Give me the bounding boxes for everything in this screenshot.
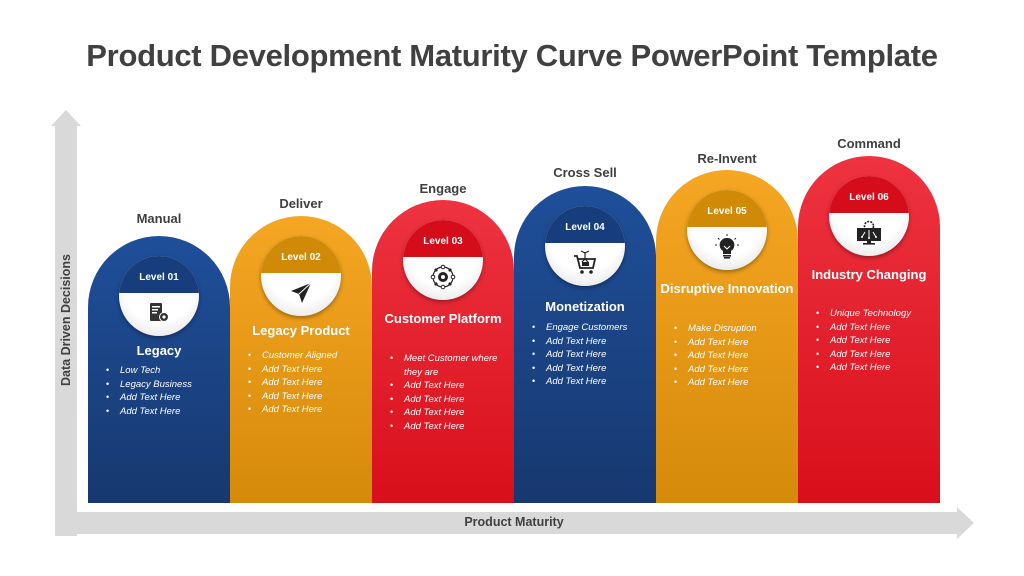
x-axis-arrow — [55, 512, 958, 534]
y-axis-label: Data Driven Decisions — [59, 254, 73, 386]
level-heading: Customer Platform — [384, 311, 502, 326]
bullet-item: Add Text Here — [532, 335, 656, 349]
bullet-item: Add Text Here — [106, 391, 230, 405]
bullet-item: Add Text Here — [532, 348, 656, 362]
bullet-item: Add Text Here — [106, 405, 230, 419]
level-heading: Monetization — [545, 299, 625, 314]
bullet-item: Engage Customers — [532, 321, 656, 335]
bullet-list: Meet Customer where they are Add Text He… — [390, 352, 514, 433]
level-heading: Legacy Product — [252, 323, 350, 338]
shopping-cart-icon — [570, 249, 600, 277]
level-heading: Legacy — [136, 343, 182, 358]
level-label: Level 01 — [119, 256, 199, 293]
bullet-item: Unique Technology — [816, 307, 940, 321]
document-settings-icon — [144, 299, 174, 327]
bullet-item: Add Text Here — [816, 321, 940, 335]
bullet-item: Add Text Here — [816, 361, 940, 375]
x-axis-label: Product Maturity — [464, 515, 564, 529]
level-02-column: Level 02 Legacy Product Customer Aligned… — [230, 216, 372, 503]
bullet-item: Add Text Here — [390, 406, 514, 420]
level-05-column: Level 05 Disruptive Innovation Make Disr… — [656, 170, 798, 503]
bullet-item: Legacy Business — [106, 378, 230, 392]
stage-label-3: Engage — [419, 181, 467, 196]
bullet-item: Add Text Here — [390, 379, 514, 393]
level-03-column: Level 03 Customer Platform Meet Customer… — [372, 200, 514, 503]
bullet-list: Engage Customers Add Text Here Add Text … — [532, 321, 656, 389]
stage-label-2: Deliver — [279, 196, 323, 211]
bullet-item: Make Disruption — [674, 322, 798, 336]
bullet-item: Add Text Here — [532, 362, 656, 376]
bullet-item: Add Text Here — [248, 376, 372, 390]
level-label: Level 03 — [403, 220, 483, 257]
lightbulb-icon — [712, 233, 742, 261]
bullet-item: Add Text Here — [674, 349, 798, 363]
paper-plane-icon — [286, 279, 316, 307]
level-badge: Level 01 — [119, 256, 199, 336]
bullet-item: Add Text Here — [390, 420, 514, 434]
bullet-item: Low Tech — [106, 364, 230, 378]
y-axis-arrowhead — [51, 110, 81, 126]
page-title: Product Development Maturity Curve Power… — [86, 38, 938, 73]
level-badge: Level 03 — [403, 220, 483, 300]
bullet-item: Meet Customer where they are — [390, 352, 514, 379]
bullet-item: Add Text Here — [248, 403, 372, 417]
x-axis-arrowhead — [957, 507, 974, 539]
level-04-column: Level 04 Monetization Engage Customers A… — [514, 186, 656, 503]
y-axis-arrow — [55, 124, 77, 536]
level-06-column: Level 06 Industry Changing Unique Techno… — [798, 156, 940, 503]
level-badge: Level 06 — [829, 176, 909, 256]
gear-network-icon — [428, 263, 458, 291]
stage-label-5: Re-Invent — [697, 151, 757, 166]
bullet-item: Customer Aligned — [248, 349, 372, 363]
bullet-list: Unique Technology Add Text Here Add Text… — [816, 307, 940, 375]
stage-label-1: Manual — [136, 211, 182, 226]
bullet-item: Add Text Here — [248, 390, 372, 404]
bullet-list: Make Disruption Add Text Here Add Text H… — [674, 322, 798, 390]
level-label: Level 04 — [545, 206, 625, 243]
bullet-item: Add Text Here — [816, 334, 940, 348]
level-heading: Industry Changing — [811, 267, 927, 282]
level-label: Level 02 — [261, 236, 341, 273]
level-badge: Level 02 — [261, 236, 341, 316]
level-01-column: Level 01 Legacy Low Tech Legacy Business… — [88, 236, 230, 503]
bullet-item: Add Text Here — [390, 393, 514, 407]
level-label: Level 06 — [829, 176, 909, 213]
level-heading: Disruptive Innovation — [660, 281, 794, 296]
level-label: Level 05 — [687, 190, 767, 227]
bullet-item: Add Text Here — [674, 336, 798, 350]
bullet-list: Customer Aligned Add Text Here Add Text … — [248, 349, 372, 417]
bullet-item: Add Text Here — [532, 375, 656, 389]
bullet-item: Add Text Here — [674, 363, 798, 377]
stage-label-6: Command — [837, 136, 901, 151]
level-badge: Level 05 — [687, 190, 767, 270]
bullet-item: Add Text Here — [674, 376, 798, 390]
stage-label-4: Cross Sell — [553, 165, 617, 180]
monitor-gear-icon — [854, 219, 884, 247]
level-badge: Level 04 — [545, 206, 625, 286]
bullet-list: Low Tech Legacy Business Add Text Here A… — [106, 364, 230, 418]
bullet-item: Add Text Here — [248, 363, 372, 377]
bullet-item: Add Text Here — [816, 348, 940, 362]
